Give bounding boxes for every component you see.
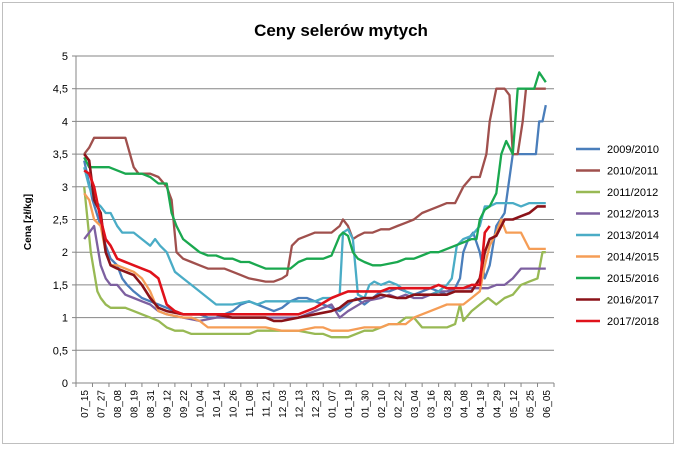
x-tick-label: 04_29 [492, 390, 503, 418]
x-tick-label: 08_31 [146, 390, 157, 418]
x-tick-label: 10_14 [212, 390, 223, 418]
y-tick-label: 1 [62, 313, 68, 325]
legend-entry: 2009/2010 [607, 144, 659, 156]
series-line-2014-2015 [83, 192, 546, 332]
legend-entry: 2010/2011 [607, 166, 658, 178]
y-tick-label: 4 [62, 116, 68, 128]
series-line-2016-2017 [83, 153, 546, 323]
legend-entry: 2011/2012 [607, 187, 658, 199]
x-tick-label: 07_15 [80, 390, 91, 418]
x-tick-label: 04_19 [476, 390, 487, 418]
legend-entry: 2013/2014 [607, 230, 659, 242]
legend-entry: 2014/2015 [607, 252, 659, 264]
chart-frame: Ceny selerów mytych Cena [zł/kg] 0 0,5 1 1,… [2, 2, 674, 444]
x-tick-label: 07_27 [97, 390, 108, 418]
x-tick-label: 11_21 [262, 390, 273, 418]
y-tick-label: 4,5 [53, 84, 68, 96]
x-tick-label: 10_26 [229, 390, 240, 418]
x-tick-label: 02_10 [377, 390, 388, 418]
x-tick-label: 03_16 [426, 390, 437, 418]
series-line-2010-2011 [83, 87, 546, 283]
chart-title: Ceny selerów mytych [254, 21, 428, 40]
legend-entry: 2016/2017 [607, 295, 659, 307]
x-tick-label: 08_19 [130, 390, 141, 418]
series-line-2015-2016 [83, 71, 547, 270]
legend-entry: 2012/2013 [607, 209, 659, 221]
series-lines [83, 71, 547, 339]
series-line-2011-2012 [83, 186, 546, 339]
legend: 2009/2010 2010/2011 2011/2012 2012/2013 2013… [576, 144, 659, 328]
legend-entry: 2017/2018 [607, 316, 659, 328]
y-tick-label: 2 [62, 247, 68, 259]
x-tick-label: 12_03 [278, 390, 289, 418]
x-tick-label: 03_04 [410, 390, 421, 418]
y-axis-ticks: 0 0,5 1 1,5 2 2,5 3 3,5 4 4,5 5 [53, 51, 76, 390]
x-tick-label: 01_19 [344, 390, 355, 418]
x-tick-label: 08_08 [113, 390, 124, 418]
x-tick-label: 02_22 [393, 390, 404, 418]
x-tick-label: 12_23 [311, 390, 322, 418]
series-line-2017-2018 [83, 169, 491, 316]
gridlines [75, 55, 554, 384]
y-axis-label: Cena [zł/kg] [23, 194, 34, 250]
y-tick-label: 3,5 [53, 149, 68, 161]
x-tick-label: 09_12 [163, 390, 174, 418]
legend-entry: 2015/2016 [607, 273, 659, 285]
y-tick-label: 2,5 [53, 215, 68, 227]
x-tick-label: 04_08 [459, 390, 470, 418]
series-line-2012-2013 [83, 224, 546, 323]
x-tick-label: 05_25 [525, 390, 536, 418]
x-tick-label: 09_22 [179, 390, 190, 418]
x-tick-label: 01_07 [327, 390, 338, 418]
x-tick-label: 06_05 [542, 390, 553, 418]
x-tick-label: 10_04 [196, 390, 207, 418]
x-tick-label: 03_28 [443, 390, 454, 418]
y-tick-label: 0,5 [53, 345, 68, 357]
x-tick-label: 01_30 [360, 390, 371, 418]
x-tick-label: 05_12 [509, 390, 520, 418]
y-tick-label: 5 [62, 51, 68, 63]
x-axis-ticks: 07_15 07_27 08_08 08_19 08_31 09_12 09_22 10_04… [75, 383, 555, 418]
y-tick-label: 1,5 [53, 280, 68, 292]
x-tick-label: 11_08 [245, 390, 256, 418]
x-tick-label: 12_13 [295, 390, 306, 418]
line-chart: Ceny selerów mytych Cena [zł/kg] 0 0,5 1 1,… [23, 21, 659, 418]
y-tick-label: 0 [62, 378, 68, 390]
y-tick-label: 3 [62, 182, 68, 194]
